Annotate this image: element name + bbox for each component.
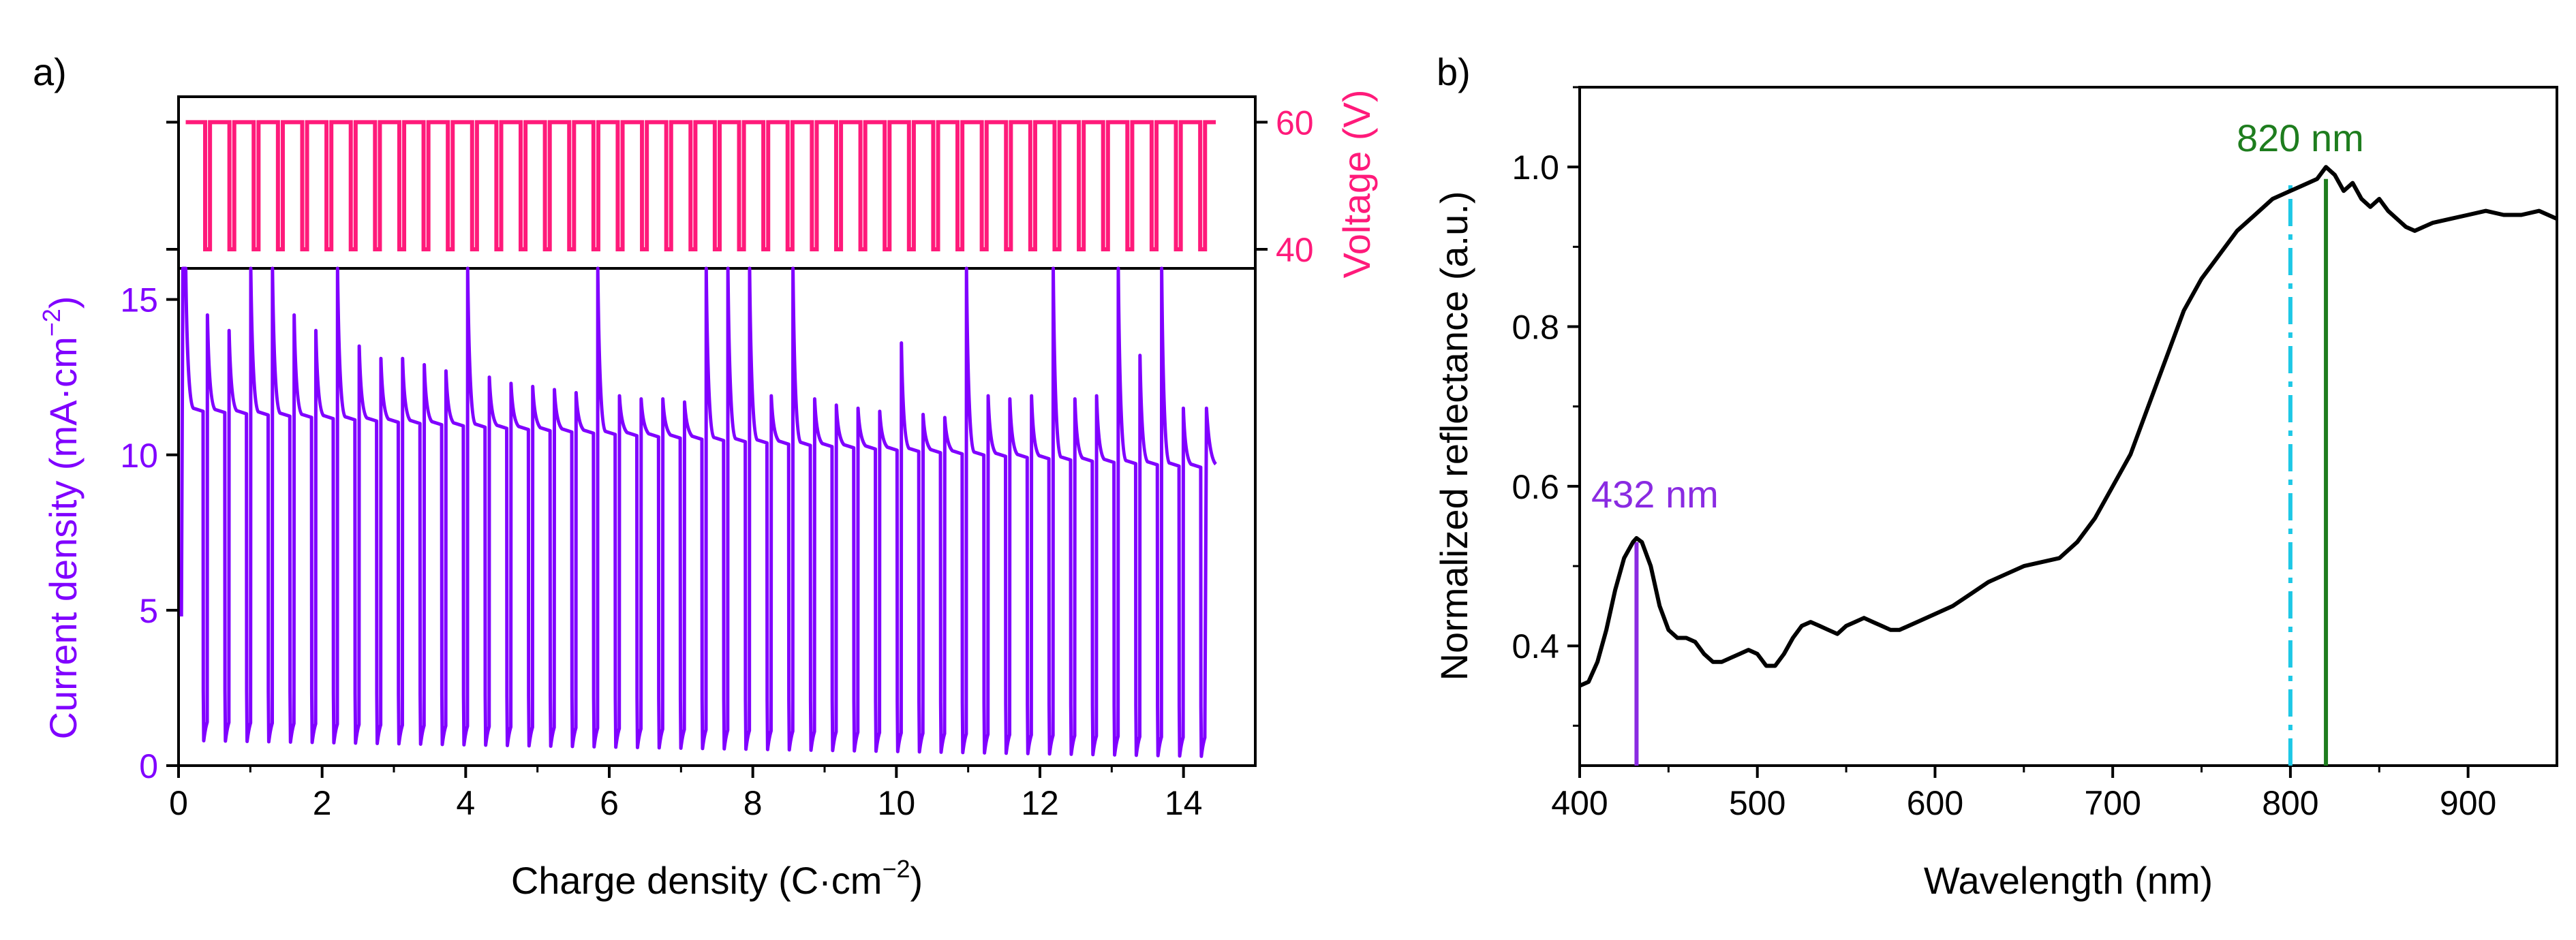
y2-tick-label-a: 60 — [1276, 104, 1314, 142]
reflectance-series — [1578, 165, 2558, 688]
x-tick-label-a: 2 — [313, 784, 332, 822]
x-tick-label-b: 900 — [2440, 784, 2496, 822]
reflectance-plot-frame — [1578, 86, 2558, 767]
panel-b-label: b) — [1437, 50, 1471, 93]
axis-ticks-a: 0 2 4 6 8 10 12 14 0 5 10 15 40 60 — [120, 104, 1313, 822]
wavelength-markers — [1634, 178, 2329, 766]
y-tick-label-b: 0.6 — [1512, 468, 1559, 506]
y2-axis-label-a: Voltage (V) — [1335, 89, 1378, 278]
marker-820-label: 820 nm — [2237, 116, 2364, 159]
x-tick-label-a: 10 — [878, 784, 916, 822]
y-axis-label-a-main: Current density (mA·cm — [42, 336, 85, 739]
y-tick-label-b: 0.4 — [1512, 627, 1559, 665]
axis-ticks-b: 400 500 600 700 800 900 0.4 0.6 0.8 1.0 — [1512, 86, 2496, 822]
x-axis-label-a-end: ) — [910, 859, 923, 902]
y-tick-label-a: 15 — [120, 281, 158, 319]
voltage-series — [185, 120, 1216, 251]
y-tick-label-b: 1.0 — [1512, 148, 1559, 187]
x-tick-label-b: 600 — [1907, 784, 1963, 822]
y-axis-label-b: Normalized reflectance (a.u.) — [1432, 191, 1475, 681]
y-tick-label-b: 0.8 — [1512, 309, 1559, 347]
x-tick-label-a: 12 — [1021, 784, 1059, 822]
y-tick-label-a: 10 — [120, 437, 158, 475]
x-tick-label-a: 14 — [1165, 784, 1203, 822]
y-tick-label-a: 5 — [139, 592, 158, 630]
current-transient — [179, 266, 1218, 758]
panel-a-label: a) — [33, 50, 67, 93]
marker-432-label: 432 nm — [1591, 473, 1719, 516]
x-axis-label-a-main: Charge density (C·cm — [511, 859, 883, 902]
y-axis-label-a-sup: −2 — [37, 309, 65, 336]
y-axis-label-a: Current density (mA·cm−2) — [37, 296, 85, 740]
x-tick-label-a: 8 — [743, 784, 763, 822]
x-axis-label-a: Charge density (C·cm−2) — [511, 855, 923, 902]
x-tick-label-b: 400 — [1551, 784, 1608, 822]
y2-tick-label-a: 40 — [1276, 231, 1314, 269]
voltage-square-wave — [185, 120, 1216, 251]
y-tick-label-a: 0 — [139, 747, 158, 785]
current-series — [179, 266, 1218, 758]
chart-b: 400 500 600 700 800 900 0.4 0.6 0.8 1.0 432 nm 82… — [1432, 86, 2558, 902]
x-tick-label-a: 4 — [456, 784, 475, 822]
chart-a: 0 2 4 6 8 10 12 14 0 5 10 15 40 60 Charge density (C·… — [37, 89, 1378, 902]
x-tick-label-b: 500 — [1729, 784, 1785, 822]
current-plot-frame — [177, 267, 1257, 767]
y-axis-label-a-end: ) — [42, 296, 85, 309]
x-tick-label-a: 6 — [600, 784, 619, 822]
x-tick-label-a: 0 — [169, 784, 188, 822]
x-axis-label-b: Wavelength (nm) — [1924, 859, 2213, 902]
x-axis-label-a-sup: −2 — [882, 855, 910, 883]
x-tick-label-b: 700 — [2084, 784, 2141, 822]
x-tick-label-b: 800 — [2262, 784, 2318, 822]
